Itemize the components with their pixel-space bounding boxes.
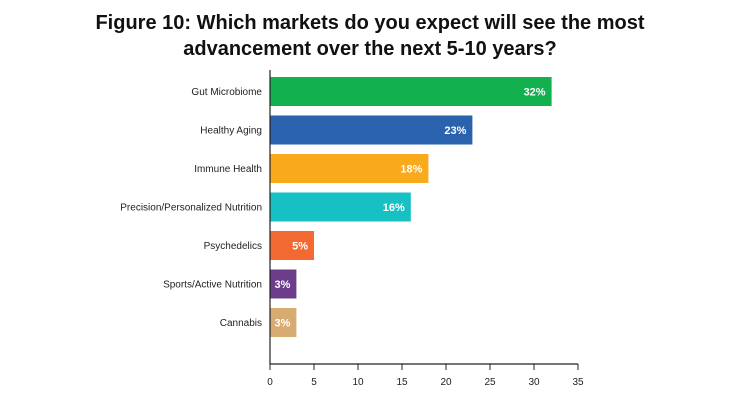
x-tick-label-35: 35 bbox=[572, 377, 584, 388]
axes-group bbox=[269, 70, 579, 370]
bar-cannabis bbox=[270, 308, 297, 337]
bar-healthy-aging bbox=[270, 115, 473, 145]
category-label-healthy-aging: Healthy Aging bbox=[200, 126, 262, 137]
x-tick-label-5: 5 bbox=[311, 377, 317, 388]
bar-precision-personalized-nutrition bbox=[270, 192, 411, 222]
value-label-cannabis: 3% bbox=[274, 318, 290, 330]
category-label-sports-active-nutrition: Sports/Active Nutrition bbox=[163, 280, 262, 291]
value-label-immune-health: 18% bbox=[400, 164, 422, 176]
chart-title-line-2: advancement over the next 5-10 years? bbox=[183, 38, 557, 60]
x-tick-label-15: 15 bbox=[396, 377, 408, 388]
x-tick-label-20: 20 bbox=[440, 377, 452, 388]
category-label-psychedelics: Psychedelics bbox=[204, 241, 262, 252]
chart-title-line-1: Figure 10: Which markets do you expect w… bbox=[95, 12, 645, 34]
x-tick-label-10: 10 bbox=[352, 377, 364, 388]
category-label-gut-microbiome: Gut Microbiome bbox=[191, 87, 262, 98]
value-label-precision-personalized-nutrition: 16% bbox=[383, 202, 405, 214]
category-label-precision-personalized-nutrition: Precision/Personalized Nutrition bbox=[120, 203, 262, 214]
value-label-sports-active-nutrition: 3% bbox=[274, 279, 290, 291]
x-tick-label-30: 30 bbox=[528, 377, 540, 388]
value-label-healthy-aging: 23% bbox=[444, 125, 466, 137]
chart-title: Figure 10: Which markets do you expect w… bbox=[0, 10, 740, 62]
category-label-cannabis: Cannabis bbox=[220, 318, 262, 329]
labels-group: Gut Microbiome 32% Healthy Aging 23% Immune … bbox=[120, 87, 584, 389]
bar-immune-health bbox=[270, 154, 429, 183]
value-label-gut-microbiome: 32% bbox=[524, 87, 546, 99]
x-tick-label-0: 0 bbox=[267, 377, 273, 388]
value-label-psychedelics: 5% bbox=[292, 241, 308, 253]
bar-psychedelics bbox=[270, 231, 314, 260]
bars-group bbox=[270, 77, 552, 337]
bar-sports-active-nutrition bbox=[270, 269, 297, 299]
bar-gut-microbiome bbox=[270, 77, 552, 106]
category-label-immune-health: Immune Health bbox=[194, 164, 262, 175]
x-tick-label-25: 25 bbox=[484, 377, 496, 388]
